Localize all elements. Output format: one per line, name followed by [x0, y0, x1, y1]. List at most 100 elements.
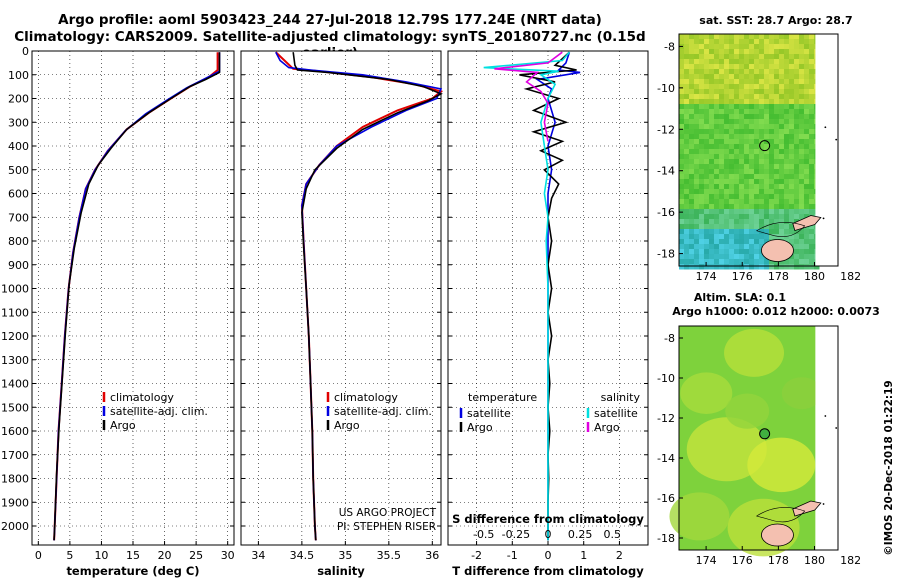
sst-cell: [689, 159, 695, 165]
sst-cell: [749, 209, 755, 215]
sst-cell: [709, 149, 715, 155]
sst-cell: [684, 109, 690, 115]
sst-cell: [739, 49, 745, 55]
sst-cell: [749, 74, 755, 80]
sst-cell: [809, 174, 815, 180]
sst-cell: [704, 254, 710, 260]
sst-cell: [679, 39, 685, 45]
sst-cell: [779, 59, 785, 65]
sst-cell: [679, 219, 685, 225]
sst-cell: [779, 159, 785, 165]
sst-cell: [779, 259, 785, 265]
sst-cell: [719, 74, 725, 80]
sst-cell: [684, 244, 690, 250]
sst-cell: [729, 154, 735, 160]
sst-cell: [724, 104, 730, 110]
sst-cell: [704, 139, 710, 145]
sst-cell: [784, 89, 790, 95]
sst-cell: [769, 214, 775, 220]
sst-cell: [754, 39, 760, 45]
sst-cell: [754, 74, 760, 80]
sst-cell: [809, 119, 815, 125]
sst-cell: [694, 234, 700, 240]
sst-cell: [794, 239, 800, 245]
sst-cell: [729, 124, 735, 130]
sst-cell: [754, 34, 760, 40]
sst-cell: [739, 229, 745, 235]
sst-cell: [779, 44, 785, 50]
sst-cell: [689, 109, 695, 115]
series-line-argo: [292, 52, 443, 541]
sst-cell: [744, 199, 750, 205]
sst-cell: [754, 164, 760, 170]
sst-cell: [734, 99, 740, 105]
sst-cell: [694, 214, 700, 220]
sst-cell: [774, 234, 780, 240]
sst-cell: [789, 34, 795, 40]
sst-cell: [684, 164, 690, 170]
sst-cell: [689, 144, 695, 150]
sst-cell: [714, 119, 720, 125]
sst-cell: [774, 229, 780, 235]
sst-cell: [804, 139, 810, 145]
sst-cell: [754, 109, 760, 115]
sst-cell: [689, 79, 695, 85]
sst-cell: [679, 89, 685, 95]
sst-cell: [799, 259, 805, 265]
sst-cell: [684, 159, 690, 165]
sst-cell: [769, 169, 775, 175]
sst-cell: [714, 174, 720, 180]
sst-cell: [764, 214, 770, 220]
sst-cell: [794, 119, 800, 125]
sst-cell: [679, 59, 685, 65]
sst-cell: [719, 94, 725, 100]
sst-cell: [769, 34, 775, 40]
sst-cell: [769, 124, 775, 130]
sst-cell: [744, 259, 750, 265]
sst-cell: [764, 69, 770, 75]
sst-cell: [694, 264, 700, 270]
sst-cell: [729, 99, 735, 105]
x-tick-label: 15: [126, 549, 140, 562]
sst-cell: [704, 89, 710, 95]
sst-cell: [809, 39, 815, 45]
sst-cell: [724, 209, 730, 215]
sst-cell: [764, 204, 770, 210]
sst-cell: [789, 134, 795, 140]
x2-tick-label: 0: [545, 528, 552, 541]
sst-cell: [684, 179, 690, 185]
sst-cell: [739, 244, 745, 250]
sst-cell: [799, 99, 805, 105]
sst-cell: [729, 229, 735, 235]
sst-cell: [764, 49, 770, 55]
sst-cell: [714, 219, 720, 225]
sst-cell: [809, 59, 815, 65]
sst-cell: [804, 164, 810, 170]
sst-cell: [714, 144, 720, 150]
sst-cell: [724, 264, 730, 270]
sst-cell: [689, 129, 695, 135]
sst-cell: [724, 154, 730, 160]
sst-cell: [804, 174, 810, 180]
sst-cell: [789, 144, 795, 150]
sst-cell: [794, 124, 800, 130]
sst-cell: [804, 74, 810, 80]
sst-cell: [679, 164, 685, 170]
sst-cell: [704, 134, 710, 140]
sst-cell: [739, 234, 745, 240]
sst-cell: [794, 44, 800, 50]
sst-cell: [764, 224, 770, 230]
sst-cell: [769, 94, 775, 100]
sst-cell: [729, 224, 735, 230]
sst-cell: [759, 259, 765, 265]
sst-cell: [699, 169, 705, 175]
sst-cell: [724, 149, 730, 155]
sst-cell: [729, 139, 735, 145]
sst-cell: [759, 199, 765, 205]
sst-cell: [719, 224, 725, 230]
sst-cell: [734, 89, 740, 95]
sst-cell: [774, 169, 780, 175]
map-y-tick-label: -12: [657, 412, 675, 425]
x-tick-label: 34.5: [290, 549, 315, 562]
legend-label: satellite-adj. clim.: [334, 405, 432, 418]
